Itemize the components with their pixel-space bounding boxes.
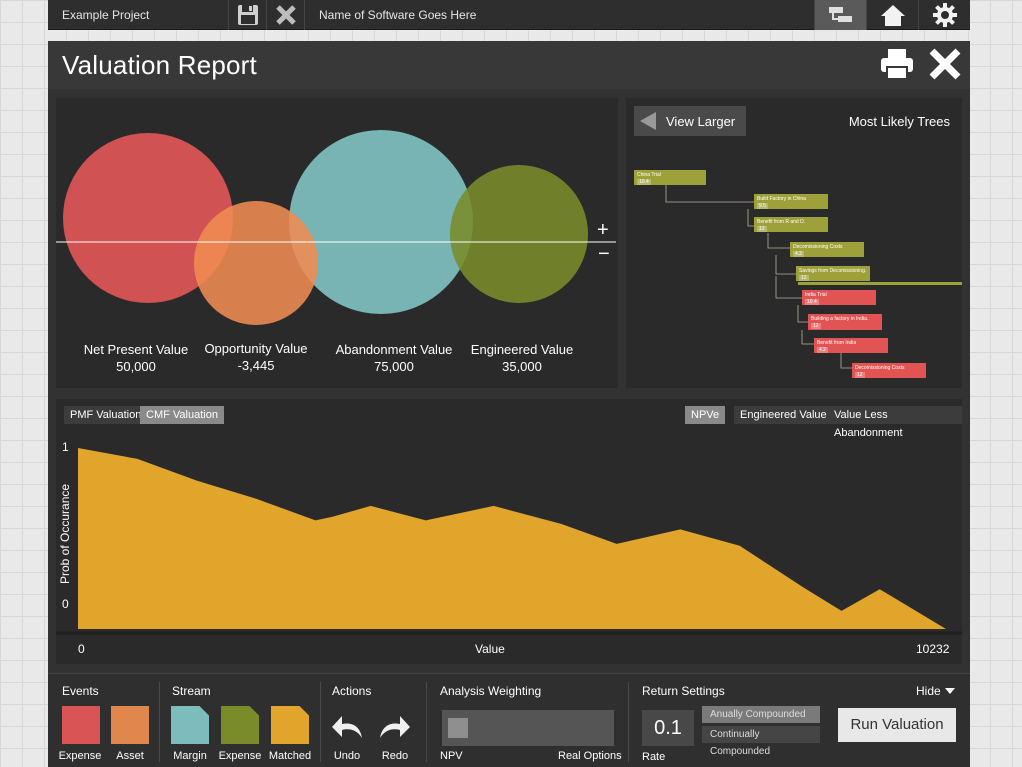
close-project-button[interactable] bbox=[266, 0, 304, 30]
view-larger-label: View Larger bbox=[666, 113, 736, 129]
y-tick-bottom: 0 bbox=[62, 597, 69, 611]
tree-node[interactable]: China Trial 10.4 bbox=[634, 170, 706, 185]
stream-expense-label: Expense bbox=[218, 750, 262, 762]
redo-label: Redo bbox=[381, 750, 409, 762]
printer-icon bbox=[881, 49, 913, 80]
top-bar: Example Project Name of Software Goes He… bbox=[48, 0, 970, 30]
project-name[interactable]: Example Project bbox=[62, 7, 150, 22]
toggle-pmf-valuation[interactable]: PMF Valuation bbox=[64, 406, 148, 424]
y-axis-label: Prob of Occurance bbox=[58, 484, 72, 584]
chevron-down-icon bbox=[944, 688, 955, 694]
tree-view-button[interactable] bbox=[814, 0, 866, 30]
tree-node[interactable]: Building a factory in India. 12 bbox=[808, 314, 882, 330]
gear-icon bbox=[932, 2, 957, 27]
stream-matched-label: Matched bbox=[268, 750, 312, 762]
bubble-opportunity-value[interactable] bbox=[194, 201, 318, 325]
toggle-npve[interactable]: NPVe bbox=[685, 406, 726, 424]
view-larger-button[interactable]: View Larger bbox=[634, 106, 746, 136]
return-settings-title: Return Settings bbox=[642, 684, 725, 698]
valuation-report-modal: Valuation Report + − bbox=[48, 41, 970, 767]
tree-node[interactable]: Benefit from India 4.2 bbox=[814, 338, 888, 353]
toggle-engineered-value[interactable]: Engineered Value bbox=[734, 406, 833, 424]
undo-button[interactable] bbox=[330, 712, 370, 742]
run-valuation-button[interactable]: Run Valuation bbox=[838, 708, 956, 742]
divider bbox=[628, 682, 629, 762]
distribution-chart: 1 0 Prob of Occurance 0 Value 10232 bbox=[56, 440, 962, 656]
close-icon bbox=[929, 48, 961, 80]
stream-margin-swatch[interactable] bbox=[171, 706, 209, 744]
tree-node[interactable]: Build Factory in China 9.5 bbox=[754, 194, 828, 209]
bubble-label-abandonment: Abandonment Value 75,000 bbox=[335, 342, 453, 374]
divider bbox=[320, 682, 321, 762]
redo-icon bbox=[380, 716, 410, 738]
tree-node[interactable]: India Trial 10.4 bbox=[802, 290, 876, 305]
x-axis-label: Value bbox=[475, 642, 505, 656]
trees-title: Most Likely Trees bbox=[848, 114, 950, 129]
tree-node[interactable]: Savings from Decomissioning. 12 bbox=[796, 266, 870, 281]
event-expense-swatch[interactable] bbox=[62, 706, 100, 744]
weighting-left-label: NPV bbox=[440, 750, 463, 762]
minus-icon[interactable]: − bbox=[598, 243, 610, 265]
bubble-label-opportunity: Opportunity Value -3,445 bbox=[204, 341, 308, 373]
software-name: Name of Software Goes Here bbox=[304, 0, 814, 30]
tree-node[interactable]: Decomissioning Costs 12 bbox=[852, 363, 926, 378]
y-tick-top: 1 bbox=[62, 440, 69, 454]
rate-label: Rate bbox=[642, 751, 666, 763]
x-tick-right: 10232 bbox=[916, 642, 950, 656]
plus-icon[interactable]: + bbox=[597, 219, 609, 241]
distribution-area bbox=[78, 448, 946, 629]
weighting-slider-thumb[interactable] bbox=[448, 718, 468, 738]
floppy-icon bbox=[237, 4, 258, 25]
modal-header: Valuation Report bbox=[48, 41, 970, 89]
hide-button[interactable]: Hide bbox=[916, 684, 955, 698]
stream-matched-swatch[interactable] bbox=[271, 706, 309, 744]
undo-label: Undo bbox=[333, 750, 361, 762]
x-tick-left: 0 bbox=[78, 642, 85, 656]
bubble-net-present-value[interactable] bbox=[63, 133, 233, 303]
bubble-label-npv: Net Present Value 50,000 bbox=[83, 342, 189, 374]
redo-button[interactable] bbox=[376, 712, 416, 742]
stream-title: Stream bbox=[172, 684, 211, 698]
close-modal-button[interactable] bbox=[928, 47, 962, 86]
event-asset-swatch[interactable] bbox=[111, 706, 149, 744]
event-asset-label: Asset bbox=[116, 750, 144, 762]
undo-icon bbox=[332, 716, 362, 738]
hide-label: Hide bbox=[916, 684, 941, 698]
annually-compounded-button[interactable]: Anually Compounded bbox=[702, 706, 820, 723]
home-button[interactable] bbox=[866, 0, 918, 30]
divider bbox=[426, 682, 427, 762]
bubble-label-engineered: Engineered Value 35,000 bbox=[470, 342, 574, 374]
weighting-slider[interactable] bbox=[442, 710, 614, 746]
home-icon bbox=[880, 4, 905, 26]
analysis-weighting-title: Analysis Weighting bbox=[440, 684, 542, 698]
arrow-left-icon bbox=[640, 112, 656, 130]
tree-connectors bbox=[665, 184, 962, 369]
actions-title: Actions bbox=[332, 684, 372, 698]
footer-toolbar: Events Expense Asset Stream Margin Expen… bbox=[48, 673, 970, 767]
stream-margin-label: Margin bbox=[173, 750, 207, 762]
stream-expense-swatch[interactable] bbox=[221, 706, 259, 744]
print-button[interactable] bbox=[880, 47, 914, 86]
weighting-right-label: Real Options bbox=[558, 750, 622, 762]
toggle-value-less-abandonment[interactable]: Value Less Abandonment bbox=[828, 406, 962, 439]
continually-compounded-button[interactable]: Continually Compounded bbox=[702, 726, 820, 757]
save-button[interactable] bbox=[228, 0, 266, 30]
rate-input[interactable]: 0.1 bbox=[642, 710, 694, 746]
settings-button[interactable] bbox=[918, 0, 970, 30]
divider bbox=[159, 682, 160, 762]
tree-layout-icon bbox=[828, 6, 852, 22]
bubble-abandonment-value[interactable] bbox=[289, 130, 473, 314]
toggle-cmf-valuation[interactable]: CMF Valuation bbox=[140, 406, 224, 424]
events-title: Events bbox=[62, 684, 99, 698]
distribution-panel: PMF Valuation CMF Valuation NPVe Enginee… bbox=[56, 399, 962, 664]
value-bubbles-chart: + − bbox=[56, 130, 616, 325]
value-bubbles-panel: + − Net Present Value 50,000 Opportunity … bbox=[56, 98, 618, 388]
event-expense-label: Expense bbox=[58, 750, 102, 762]
tree-node[interactable]: Benefit from R and D. 12 bbox=[754, 217, 828, 232]
most-likely-trees-panel: View Larger Most Likely Trees China Tria… bbox=[626, 98, 962, 388]
bubble-engineered-value[interactable] bbox=[450, 165, 588, 303]
close-icon bbox=[275, 4, 296, 25]
page-title: Valuation Report bbox=[62, 49, 257, 80]
tree-node[interactable]: Decomissioning Costs 4.2 bbox=[790, 242, 864, 257]
